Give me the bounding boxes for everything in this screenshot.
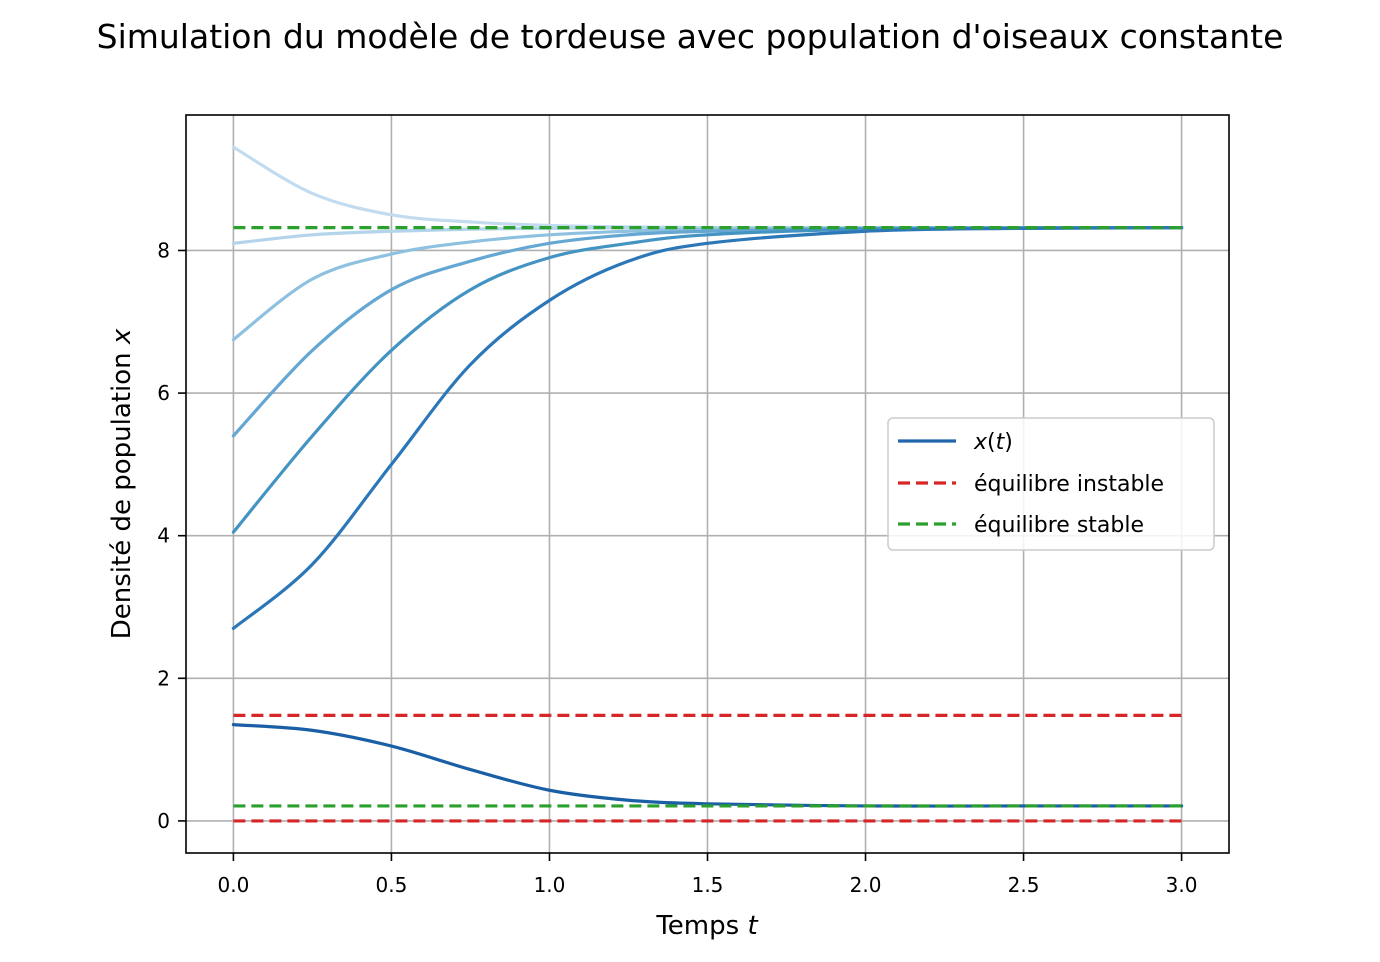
legend-box xyxy=(887,417,1215,551)
axis-ticks: 0.0 0.5 1.0 1.5 2.0 2.5 3.0 0 2 4 6 8 xyxy=(157,238,1197,897)
legend-label-instable: équilibre instable xyxy=(974,472,1164,497)
x-tick-label: 0.0 xyxy=(218,873,250,897)
plot-lines xyxy=(231,145,1184,823)
x-axis-label: Temps t xyxy=(655,911,758,941)
series-line-1 xyxy=(231,226,1184,630)
legend-label-stable: équilibre stable xyxy=(974,513,1144,538)
y-tick-label: 6 xyxy=(157,381,170,405)
x-tick-label: 0.5 xyxy=(376,873,408,897)
x-tick-label: 3.0 xyxy=(1166,873,1198,897)
x-tick-label: 1.0 xyxy=(534,873,566,897)
chart-title: Simulation du modèle de tordeuse avec po… xyxy=(97,17,1284,56)
series-line-0 xyxy=(231,723,1184,808)
legend-label-xt: x(t) xyxy=(973,430,1013,455)
x-tick-label: 1.5 xyxy=(692,873,724,897)
y-tick-label: 0 xyxy=(157,809,170,833)
y-tick-label: 8 xyxy=(157,238,170,262)
legend: x(t) équilibre instable équilibre stable xyxy=(887,417,1215,551)
y-axis-label: Densité de population x xyxy=(107,328,137,639)
y-tick-label: 2 xyxy=(157,666,170,690)
x-tick-label: 2.0 xyxy=(850,873,882,897)
x-tick-label: 2.5 xyxy=(1008,873,1040,897)
y-tick-label: 4 xyxy=(157,524,170,548)
